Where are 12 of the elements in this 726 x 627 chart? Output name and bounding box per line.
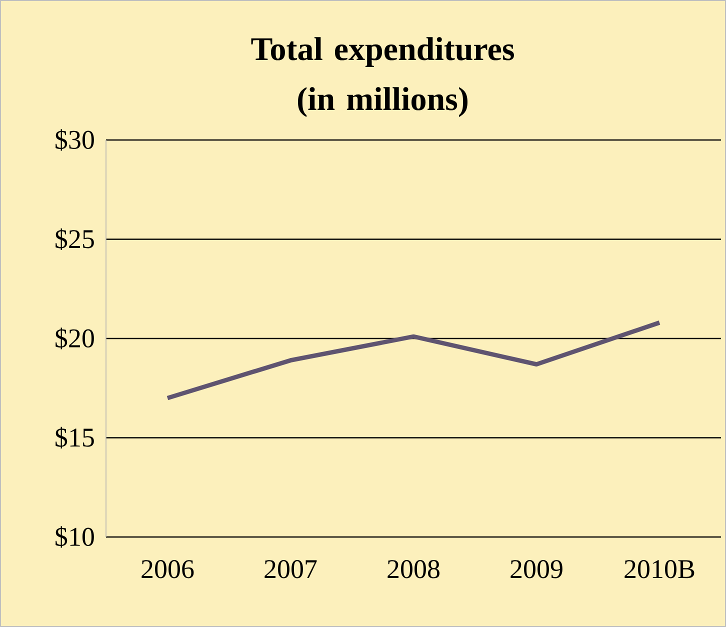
chart-title: Total expenditures (in millions) (251, 37, 514, 118)
x-tick-label: 2008 (388, 560, 440, 578)
y-tick-label: $25 (56, 228, 94, 250)
y-tick-label: $10 (56, 526, 94, 548)
x-tick-label: 2007 (264, 560, 317, 578)
y-tick-label: $15 (56, 426, 94, 449)
x-tick-label: 2009 (510, 560, 562, 578)
x-tick-label: 2006 (142, 560, 194, 578)
y-tick-label: $20 (56, 328, 94, 350)
y-tick-label: $30 (56, 129, 94, 151)
x-tick-label: 2010B (624, 560, 694, 578)
line-series (165, 320, 662, 400)
